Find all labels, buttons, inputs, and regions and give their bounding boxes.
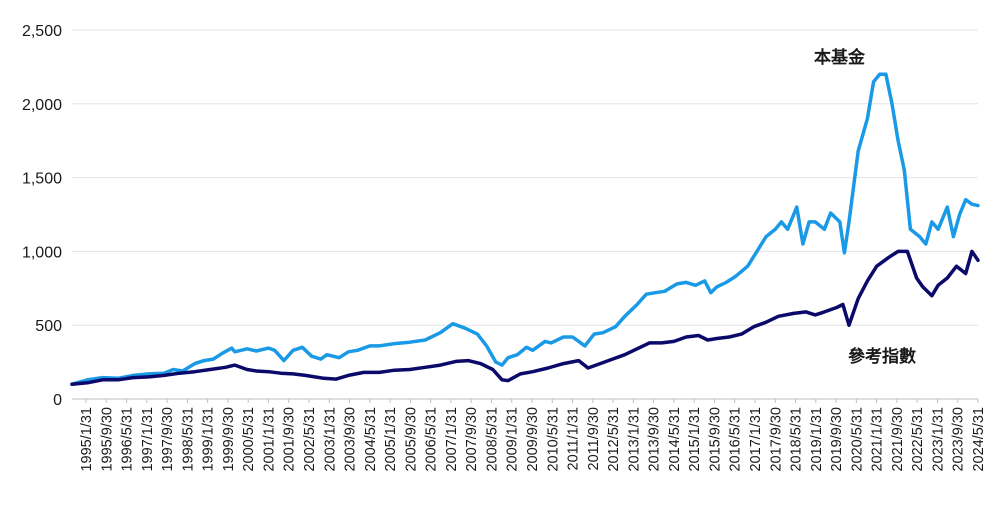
x-tick-label: 2009/9/30 — [525, 407, 541, 472]
x-tick-label: 2015/9/30 — [707, 407, 723, 472]
x-tick-label: 2024/5/31 — [971, 407, 987, 472]
x-tick-label: 2013/9/30 — [647, 407, 663, 472]
x-tick-label: 2023/9/30 — [951, 407, 967, 472]
x-tick-label: 2019/1/31 — [809, 407, 825, 472]
x-tick-label: 2010/5/31 — [545, 407, 561, 472]
x-tick-label: 2001/1/31 — [261, 407, 277, 472]
y-tick-label: 500 — [35, 318, 62, 335]
series-index-line — [70, 249, 980, 386]
x-tick-label: 2023/1/31 — [930, 407, 946, 472]
y-tick-label: 0 — [53, 392, 62, 409]
x-tick-label: 1996/5/31 — [120, 407, 136, 472]
annotation-index: 參考指數 — [848, 346, 916, 367]
x-tick-label: 2020/5/31 — [849, 407, 865, 472]
x-tick-label: 1995/9/30 — [99, 407, 115, 472]
y-tick-label: 2,500 — [22, 23, 62, 40]
x-tick-label: 1999/1/31 — [201, 407, 217, 472]
series-group — [70, 72, 980, 386]
x-tick-label: 2007/1/31 — [444, 407, 460, 472]
x-tick-label: 2011/1/31 — [566, 407, 582, 470]
x-tick-label: 2000/5/31 — [241, 407, 257, 472]
x-axis: 1995/1/31 1995/9/30 1996/5/31 1997/1/31 1997… — [79, 399, 987, 472]
x-tick-label: 2017/9/30 — [768, 407, 784, 472]
x-tick-label: 2021/9/30 — [890, 407, 906, 472]
y-tick-label: 2,000 — [22, 97, 62, 114]
x-tick-label: 2014/5/31 — [667, 407, 683, 472]
x-tick-label: 2004/5/31 — [363, 407, 379, 472]
y-tick-label: 1,500 — [22, 171, 62, 188]
x-tick-label: 2008/5/31 — [484, 407, 500, 472]
x-tick-label: 1997/9/30 — [160, 407, 176, 472]
x-tick-label: 2013/1/31 — [626, 407, 642, 472]
x-tick-label: 2011/9/30 — [586, 407, 602, 470]
x-tick-label: 2016/5/31 — [728, 407, 744, 472]
x-tick-label: 1997/1/31 — [140, 407, 156, 472]
x-tick-label: 2017/1/31 — [748, 407, 764, 472]
x-tick-label: 2003/1/31 — [322, 407, 338, 472]
x-tick-label: 2012/5/31 — [606, 407, 622, 472]
x-tick-label: 2005/9/30 — [403, 407, 419, 472]
x-tick-label: 2009/1/31 — [505, 407, 521, 472]
x-tick-label: 1995/1/31 — [79, 407, 95, 472]
x-tick-label: 2019/9/30 — [829, 407, 845, 472]
gridlines — [72, 29, 978, 400]
x-tick-label: 2021/1/31 — [870, 407, 886, 472]
x-tick-label: 1999/9/30 — [221, 407, 237, 472]
y-tick-label: 1,000 — [22, 244, 62, 261]
x-tick-label: 1998/5/31 — [180, 407, 196, 472]
x-tick-label: 2001/9/30 — [282, 407, 298, 472]
annotation-fund: 本基金 — [814, 47, 866, 68]
x-tick-label: 2006/5/31 — [424, 407, 440, 472]
x-tick-label: 2003/9/30 — [343, 407, 359, 472]
x-tick-label: 2002/5/31 — [302, 407, 318, 472]
x-tick-label: 2022/5/31 — [910, 407, 926, 472]
series-fund-line — [70, 72, 980, 386]
x-tick-label: 2005/1/31 — [383, 407, 399, 472]
y-axis: 0 500 1,000 1,500 2,000 2,500 — [22, 23, 62, 409]
x-tick-label: 2015/1/31 — [687, 407, 703, 472]
annotations: 本基金 參考指數 — [814, 47, 916, 367]
x-tick-label: 2007/9/30 — [464, 407, 480, 472]
x-tick-label: 2018/5/31 — [789, 407, 805, 472]
